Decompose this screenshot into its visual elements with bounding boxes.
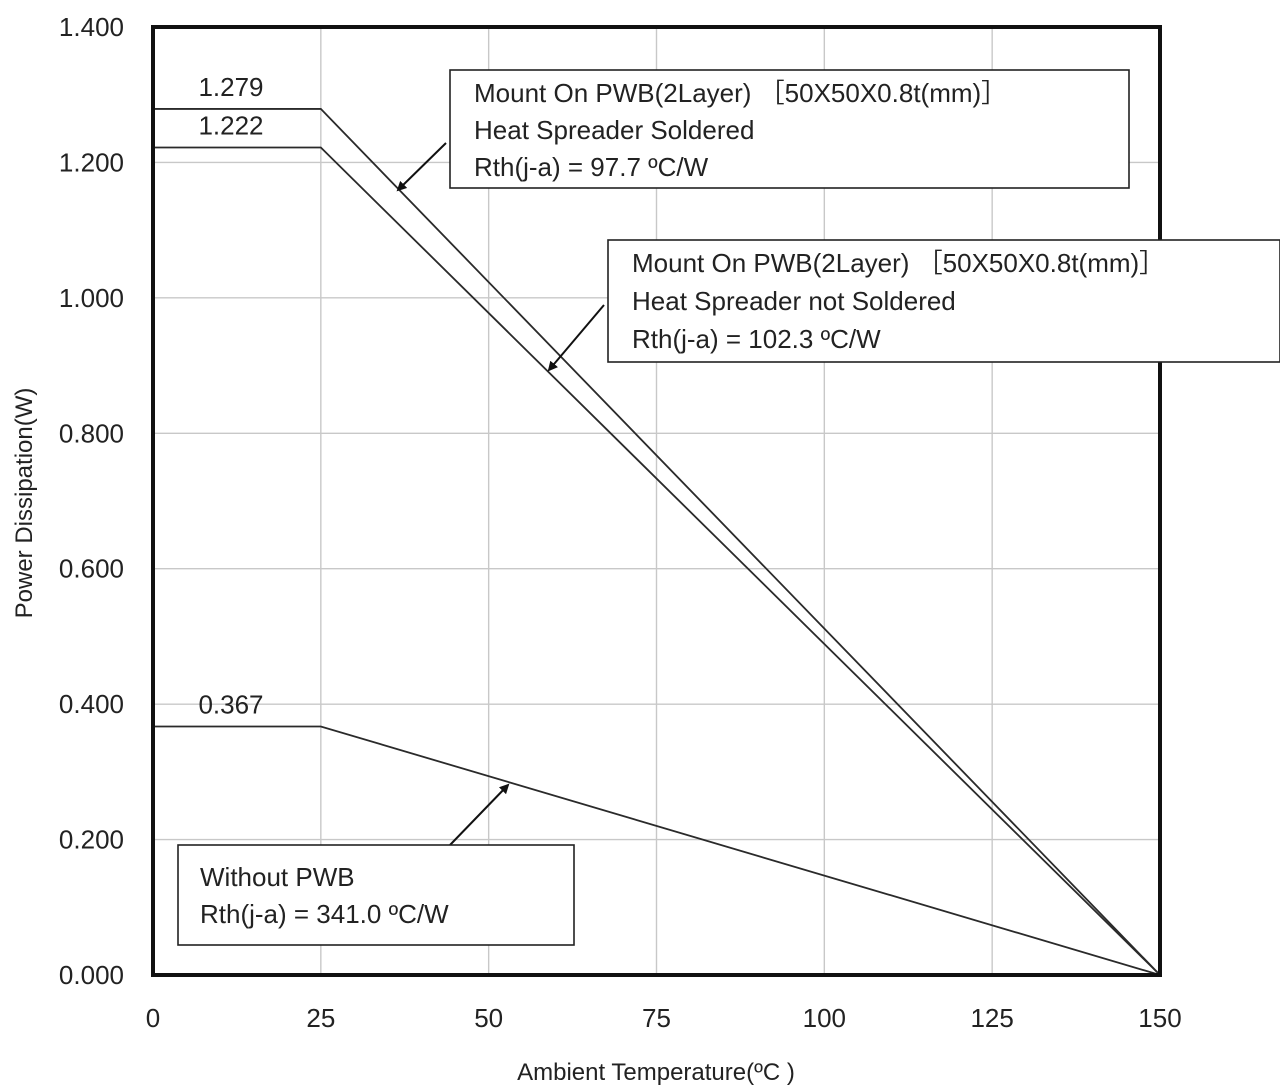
y-tick-label: 1.000 xyxy=(59,283,124,313)
x-axis-label: Ambient Temperature(ºC ) xyxy=(517,1059,795,1086)
y-axis-label: Power Dissipation(W) xyxy=(11,388,38,619)
series-line-1 xyxy=(153,108,1161,976)
annotation-box-3 xyxy=(177,844,575,946)
series-layer xyxy=(153,108,1161,976)
y-tick-label: 0.200 xyxy=(59,825,124,855)
series-line-2 xyxy=(153,146,1161,976)
series-value-label-1: 1.279 xyxy=(198,72,263,102)
annotation-text-3-1: Without PWB xyxy=(200,862,355,892)
x-tick-label: 25 xyxy=(306,1003,335,1033)
y-tick-label: 0.000 xyxy=(59,960,124,990)
annotation-text-2-1: Mount On PWB(2Layer) ［50X50X0.8t(mm)］ xyxy=(632,248,1165,278)
y-tick-label: 0.400 xyxy=(59,689,124,719)
y-tick-label: 1.400 xyxy=(59,12,124,42)
annotation-text-2-3: Rth(j-a) = 102.3 ºC/W xyxy=(632,324,881,354)
x-tick-label: 50 xyxy=(474,1003,503,1033)
annotation-text-3-2: Rth(j-a) = 341.0 ºC/W xyxy=(200,899,449,929)
y-tick-label: 0.600 xyxy=(59,554,124,584)
plot-frame xyxy=(151,25,1162,977)
annotation-arrow-3 xyxy=(449,783,510,846)
series-line-3 xyxy=(153,725,1161,976)
series-value-label-2: 1.222 xyxy=(198,111,263,141)
annotation-arrow-2 xyxy=(547,304,605,372)
annotation-arrow-1 xyxy=(396,142,447,192)
value-labels: 1.279 1.222 0.367 xyxy=(198,72,263,720)
annotation-text-1-2: Heat Spreader Soldered xyxy=(474,115,754,145)
annotation-text-1-1: Mount On PWB(2Layer) ［50X50X0.8t(mm)］ xyxy=(474,78,1007,108)
x-tick-label: 100 xyxy=(803,1003,846,1033)
annotation-text-1-3: Rth(j-a) = 97.7 ºC/W xyxy=(474,152,709,182)
annotations: Mount On PWB(2Layer) ［50X50X0.8t(mm)］ Hea… xyxy=(177,69,1280,946)
annotation-box-2 xyxy=(607,239,1280,363)
annotation-box-1 xyxy=(449,69,1130,189)
series-value-label-3: 0.367 xyxy=(198,689,263,719)
annotation-text-2-2: Heat Spreader not Soldered xyxy=(632,286,956,316)
y-tick-label: 0.800 xyxy=(59,418,124,448)
x-tick-label: 150 xyxy=(1138,1003,1181,1033)
x-tick-label: 0 xyxy=(146,1003,160,1033)
x-tick-label: 75 xyxy=(642,1003,671,1033)
tick-labels: 0 25 50 75 100 125 150 0.000 0.200 0.400 0.600 0.80… xyxy=(59,12,1182,1033)
y-tick-label: 1.200 xyxy=(59,147,124,177)
x-tick-label: 125 xyxy=(970,1003,1013,1033)
